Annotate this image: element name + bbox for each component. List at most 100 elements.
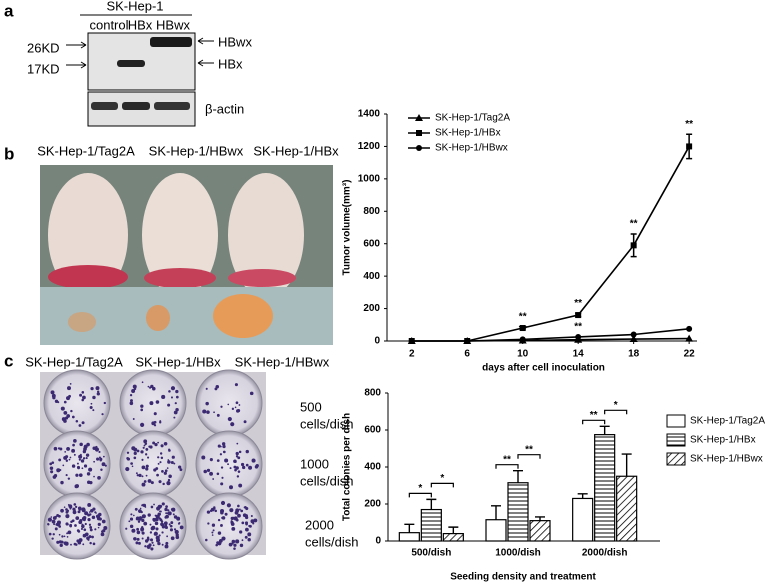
colony (159, 505, 162, 507)
colony (173, 416, 176, 419)
bar (594, 434, 616, 542)
colony (85, 453, 90, 457)
colony (201, 455, 206, 460)
size-marker: 26KD (27, 40, 60, 55)
colony (129, 517, 134, 521)
significance: ** (525, 444, 533, 455)
panel-label: b (4, 144, 14, 163)
colony (153, 420, 157, 424)
colony (93, 460, 96, 463)
colony (243, 420, 247, 424)
colony (211, 523, 216, 527)
colony (131, 528, 136, 533)
colony (163, 521, 168, 526)
colony (221, 516, 226, 520)
colony (80, 453, 82, 456)
colony (202, 409, 207, 414)
colony (87, 503, 92, 507)
colony (130, 513, 133, 516)
colony (158, 517, 162, 520)
colony (145, 474, 148, 477)
colony (169, 524, 173, 528)
mouse (48, 173, 128, 297)
colony (238, 483, 243, 488)
colony (92, 542, 96, 546)
colony (168, 448, 171, 451)
marker (630, 331, 637, 338)
colony (220, 524, 223, 527)
colony (142, 446, 145, 449)
colony (244, 514, 249, 518)
colony (85, 513, 88, 516)
colony (168, 390, 171, 393)
y-tick-label: 400 (363, 271, 380, 282)
colony (167, 511, 172, 516)
colony (167, 403, 171, 407)
colony (63, 411, 68, 415)
colony (215, 543, 218, 547)
colony (71, 519, 75, 523)
colony (61, 535, 64, 538)
colony (151, 541, 154, 544)
mouse (142, 173, 218, 297)
legend-swatch (666, 452, 686, 466)
colony (77, 541, 82, 545)
colony (71, 464, 76, 468)
error-bar (577, 493, 588, 499)
colony (146, 537, 150, 541)
colony (244, 521, 249, 525)
x-tick-label: 14 (573, 349, 585, 360)
marker (575, 333, 582, 340)
colony (165, 541, 169, 545)
colony (159, 452, 163, 455)
legend-marker (416, 145, 422, 151)
colony (48, 532, 52, 536)
colony (219, 453, 223, 456)
colony (172, 513, 175, 516)
colony (216, 459, 220, 462)
colony (149, 386, 152, 389)
colony (234, 383, 238, 387)
colony (175, 535, 180, 540)
colony (215, 384, 220, 389)
colony (89, 528, 93, 532)
colony (235, 539, 240, 544)
colony (126, 451, 130, 454)
colony (173, 462, 176, 465)
marker (519, 325, 526, 332)
colony (63, 506, 66, 508)
colony (235, 518, 239, 522)
y-tick-label: 600 (363, 238, 380, 249)
colony (144, 545, 147, 548)
colony (92, 507, 96, 511)
colony (133, 456, 137, 460)
colony (83, 528, 87, 532)
colony (214, 509, 218, 513)
colony (209, 471, 214, 476)
colony (207, 522, 210, 525)
colony (66, 532, 69, 535)
marker (519, 336, 526, 343)
colony (103, 401, 107, 405)
colony (81, 516, 87, 521)
colony (162, 482, 165, 486)
colony (68, 458, 71, 461)
colony (103, 526, 108, 530)
colony (227, 403, 230, 406)
colony (216, 472, 220, 476)
colony (255, 463, 259, 468)
colony (58, 525, 62, 528)
colony (144, 506, 147, 508)
colony (58, 514, 61, 518)
colony (60, 406, 65, 411)
colony (78, 538, 83, 542)
series-line (411, 328, 690, 342)
colony (93, 475, 95, 478)
colony (231, 526, 236, 531)
colony (74, 505, 78, 508)
error-bar (426, 498, 437, 510)
group-label: SK-Hep-1/Tag2A (25, 354, 123, 369)
colony (175, 408, 179, 412)
colony (49, 462, 53, 466)
colony (67, 504, 70, 506)
